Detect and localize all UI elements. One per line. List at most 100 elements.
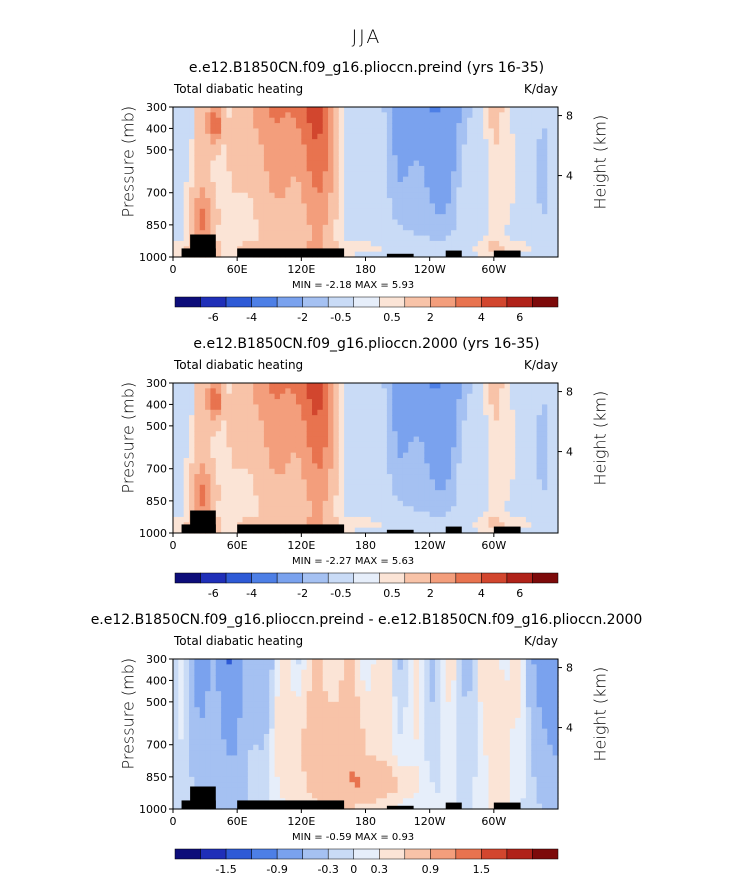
heatmap-cell <box>194 133 201 140</box>
heatmap-cell <box>269 691 276 698</box>
heatmap-cell <box>242 425 249 432</box>
heatmap-cell <box>477 458 484 464</box>
heatmap-cell <box>328 415 335 422</box>
heatmap-cell <box>215 452 222 459</box>
heatmap-cell <box>210 224 217 231</box>
heatmap-cell <box>312 766 318 773</box>
heatmap-cell <box>440 383 447 389</box>
heatmap-cells <box>173 107 559 258</box>
heatmap-cell <box>472 506 479 513</box>
heatmap-cell <box>333 404 340 411</box>
heatmap-cell <box>322 760 329 767</box>
heatmap-cell <box>183 707 190 714</box>
heatmap-cell <box>279 409 286 416</box>
heatmap-cell <box>183 214 190 221</box>
heatmap-cell <box>173 511 179 518</box>
heatmap-cell <box>493 506 500 513</box>
heatmap-cell <box>418 160 425 167</box>
heatmap-cell <box>194 198 201 205</box>
heatmap-cell <box>279 712 286 719</box>
heatmap-cell <box>253 792 260 799</box>
heatmap-cell <box>306 728 313 735</box>
heatmap-cell <box>456 149 463 156</box>
heatmap-cell <box>429 404 436 411</box>
heatmap-cell <box>317 399 324 406</box>
heatmap-cell <box>269 675 276 682</box>
heatmap-cell <box>317 240 324 247</box>
heatmap-cell <box>322 792 329 799</box>
heatmap-cell <box>189 739 195 746</box>
heatmap-cell <box>424 447 431 454</box>
heatmap-cell <box>424 495 431 502</box>
heatmap-cell <box>194 500 201 507</box>
heatmap-cell <box>253 155 260 162</box>
heatmap-cell <box>541 431 548 438</box>
heatmap-cell <box>221 187 228 194</box>
heatmap-cell <box>237 723 244 730</box>
heatmap-cell <box>328 399 335 406</box>
heatmap-cell <box>242 511 249 518</box>
heatmap-cell <box>402 409 409 416</box>
heatmap-cell <box>253 659 260 665</box>
heatmap-cell <box>418 219 425 226</box>
heatmap-cell <box>215 734 222 740</box>
heatmap-cell <box>370 240 377 247</box>
heatmap-cell <box>370 468 377 475</box>
heatmap-cell <box>552 192 559 199</box>
heatmap-cell <box>183 792 190 799</box>
heatmap-cell <box>483 458 490 464</box>
heatmap-cell <box>472 240 479 247</box>
heatmap-cell <box>226 712 233 719</box>
heatmap-cell <box>456 123 463 130</box>
heatmap-cell <box>215 192 222 199</box>
heatmap-cell <box>456 420 463 427</box>
heatmap-cell <box>531 393 538 400</box>
heatmap-cell <box>173 447 179 454</box>
heatmap-cell <box>440 441 447 448</box>
heatmap-cell <box>504 160 511 167</box>
heatmap-cell <box>440 187 447 194</box>
heatmap-cell <box>499 500 506 507</box>
heatmap-cell <box>290 696 297 703</box>
heatmap-cell <box>194 766 201 773</box>
heatmap-cell <box>413 160 420 167</box>
heatmap-cell <box>520 388 527 395</box>
heatmap-cell <box>515 203 522 210</box>
heatmap-cell <box>541 139 548 146</box>
heatmap-cell <box>525 506 532 513</box>
heatmap-cell <box>445 117 452 124</box>
heatmap-cell <box>322 744 329 751</box>
heatmap-cell <box>215 107 222 113</box>
heatmap-cell <box>520 171 527 178</box>
heatmap-cell <box>199 399 206 406</box>
heatmap-cell <box>333 506 340 513</box>
heatmap-cell <box>258 787 265 794</box>
heatmap-cell <box>333 431 340 438</box>
heatmap-cell <box>322 149 329 156</box>
heatmap-cell <box>231 155 238 162</box>
heatmap-cell <box>328 659 335 665</box>
heatmap-cell <box>285 723 292 730</box>
heatmap-cell <box>547 516 554 523</box>
heatmap-cell <box>221 712 228 719</box>
heatmap-cell <box>525 246 532 253</box>
heatmap-cell <box>370 208 377 215</box>
heatmap-cell <box>210 128 217 135</box>
heatmap-cell <box>445 198 452 205</box>
heatmap-cell <box>440 240 447 247</box>
heatmap-cell <box>349 107 356 113</box>
heatmap-cell <box>424 522 431 529</box>
heatmap-cell <box>445 203 452 210</box>
heatmap-cell <box>536 484 543 491</box>
heatmap-cell <box>183 192 190 199</box>
heatmap-cell <box>194 182 201 188</box>
heatmap-cell <box>509 474 516 481</box>
heatmap-cell <box>413 522 420 529</box>
heatmap-cell <box>515 214 522 221</box>
heatmap-cell <box>263 441 270 448</box>
heatmap-cell <box>402 246 409 253</box>
heatmap-cell <box>312 452 318 459</box>
heatmap-cell <box>231 149 238 156</box>
heatmap-cell <box>338 495 345 502</box>
heatmap-cell <box>472 436 479 443</box>
